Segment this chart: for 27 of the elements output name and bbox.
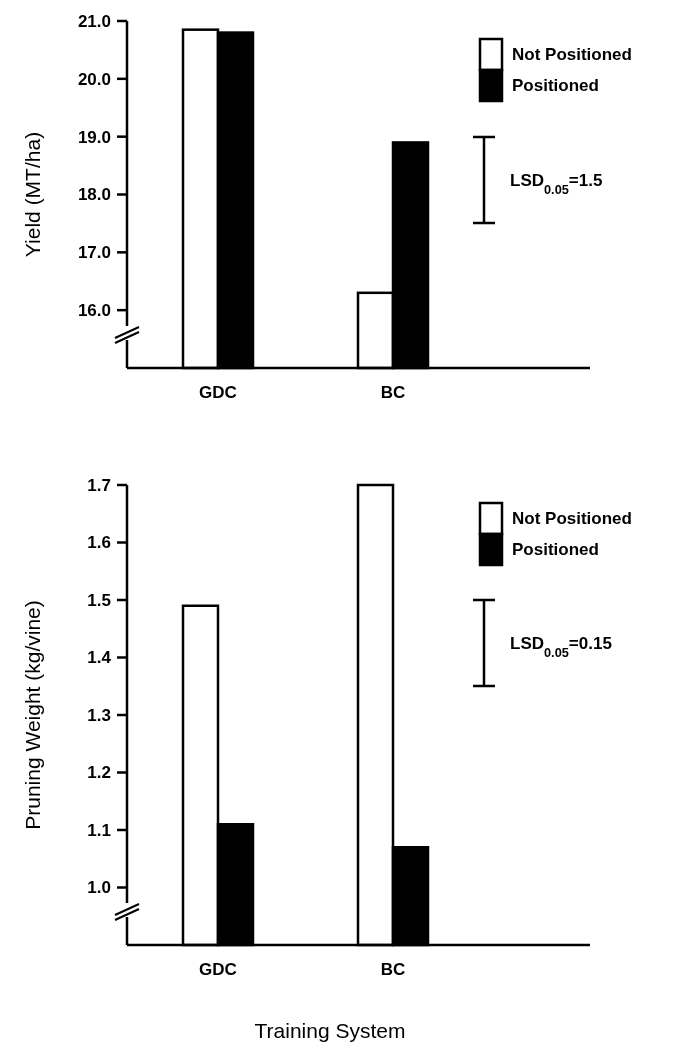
y-tick-label: 1.0 (87, 878, 111, 898)
y-tick-label: 20.0 (77, 69, 111, 89)
y-tick-label: 1.6 (87, 533, 111, 553)
x-tick-label: BC (380, 960, 406, 979)
y-tick-label: 1.2 (87, 763, 111, 783)
x-tick-label: BC (380, 383, 406, 402)
annotation: LSD$_{0.05}$=0.15 (510, 633, 612, 660)
legend-label: Positioned (512, 539, 599, 559)
x-tick-label: GDC (199, 383, 237, 402)
x-axis-title: Training System (254, 1019, 406, 1042)
legend-label: Positioned (512, 75, 599, 95)
annotation: LSD$_{0.05}$=1.5 (510, 170, 603, 197)
y-axis-title: Pruning Weight (kg/vine) (21, 600, 44, 830)
y-axis-title: Yield (MT/ha) (21, 131, 44, 258)
y-tick-label: 19.0 (77, 127, 111, 147)
y-tick-label: 21.0 (77, 11, 111, 31)
y-tick-label: 1.4 (87, 648, 112, 668)
legend-label: Not Positioned (512, 508, 632, 528)
x-tick-label: GDC (199, 960, 237, 979)
y-tick-label: 16.0 (77, 301, 111, 321)
y-tick-label: 1.1 (87, 820, 111, 840)
y-tick-label: 18.0 (77, 185, 111, 205)
y-tick-label: 1.7 (87, 475, 111, 495)
legend-label: Not Positioned (512, 44, 632, 64)
y-tick-label: 17.0 (77, 243, 111, 263)
y-tick-label: 1.3 (87, 705, 111, 725)
y-tick-label: 1.5 (87, 590, 111, 610)
